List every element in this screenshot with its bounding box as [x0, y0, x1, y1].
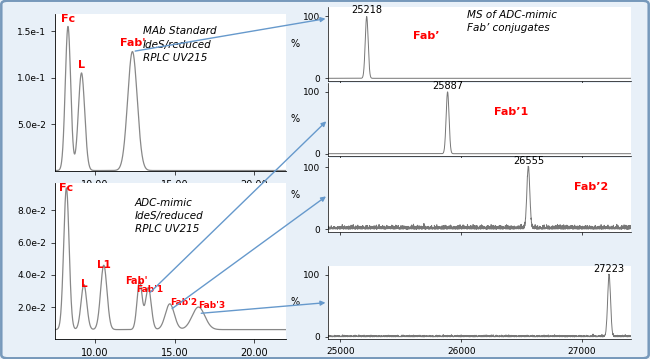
Y-axis label: %: %: [291, 39, 300, 49]
Text: 27223: 27223: [593, 264, 625, 274]
Text: MS of ADC-mimic
Fab’ conjugates: MS of ADC-mimic Fab’ conjugates: [467, 10, 557, 33]
Text: Fab’1: Fab’1: [493, 107, 528, 117]
Text: Fc: Fc: [61, 14, 75, 24]
Text: Fab'1: Fab'1: [136, 285, 164, 294]
Text: L: L: [81, 279, 87, 289]
Text: Fab'2: Fab'2: [170, 298, 197, 307]
Text: Fab': Fab': [125, 276, 148, 286]
Text: 25218: 25218: [351, 5, 382, 15]
Y-axis label: %: %: [291, 190, 300, 200]
Y-axis label: %: %: [291, 298, 300, 307]
Text: Fab’2: Fab’2: [575, 182, 608, 192]
Text: Fc: Fc: [59, 183, 73, 193]
Text: L1: L1: [97, 260, 110, 270]
Text: ADC-mimic
IdeS/reduced
RPLC UV215: ADC-mimic IdeS/reduced RPLC UV215: [135, 197, 203, 234]
Y-axis label: %: %: [291, 115, 300, 124]
Text: MAb Standard
IdeS/reduced
RPLC UV215: MAb Standard IdeS/reduced RPLC UV215: [143, 27, 216, 63]
X-axis label: mass: mass: [465, 357, 494, 359]
Text: 25887: 25887: [432, 81, 463, 90]
Text: Fab’: Fab’: [413, 31, 439, 41]
Text: Fab'3: Fab'3: [198, 301, 226, 310]
Text: 26555: 26555: [513, 156, 544, 166]
Text: L: L: [78, 60, 85, 70]
Text: Fab': Fab': [120, 38, 145, 48]
